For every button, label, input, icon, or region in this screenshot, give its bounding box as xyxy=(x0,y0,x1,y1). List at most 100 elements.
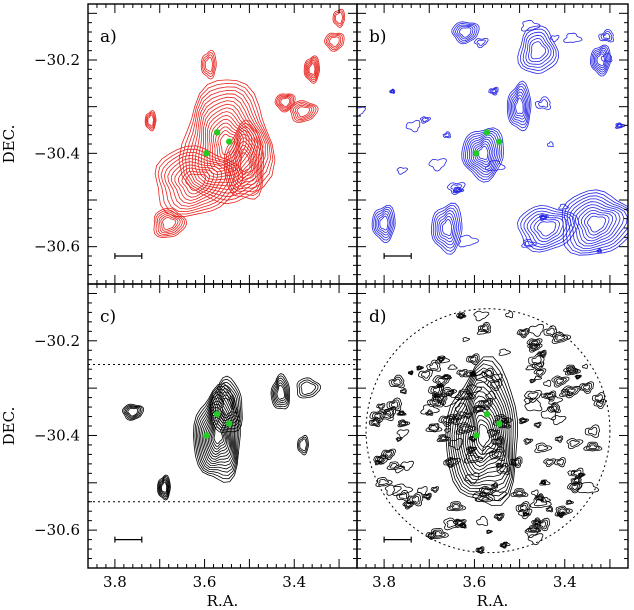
contour-2-1-4 xyxy=(216,388,238,424)
noise-contour-3-73-0 xyxy=(551,414,567,426)
x-axis-label: R.A. xyxy=(207,592,239,610)
noise-contour-3-141-0 xyxy=(435,355,450,364)
noise-contour-3-154-1 xyxy=(433,393,438,398)
noise-contour-3-37-1 xyxy=(569,483,581,492)
noise-contour-3-165-1 xyxy=(421,371,431,379)
noise-contour-3-168-2 xyxy=(530,340,539,346)
panel-frame xyxy=(356,3,629,285)
noise-contour-3-175-0 xyxy=(456,312,465,320)
noise-contour-3-98-0 xyxy=(583,441,603,452)
contour-1-5-2 xyxy=(374,208,393,239)
noise-contour-1-19-1 xyxy=(597,249,602,253)
contour-1-7-1 xyxy=(591,46,610,75)
y-tick-label: −30.4 xyxy=(34,144,80,162)
green-marker-1 xyxy=(213,410,221,418)
contour-0-4-5 xyxy=(308,63,316,75)
noise-contour-3-179-1 xyxy=(512,489,527,497)
noise-contour-3-26-2 xyxy=(411,496,420,503)
contour-0-6-2 xyxy=(292,103,315,121)
noise-contour-3-118-1 xyxy=(487,530,492,534)
noise-contour-3-106-1 xyxy=(398,420,409,427)
noise-contour-3-160-0 xyxy=(565,499,574,505)
noise-contour-3-136-0 xyxy=(487,378,503,392)
noise-contour-3-161-2 xyxy=(482,401,490,407)
panel-b-contours xyxy=(357,19,628,256)
contour-0-2-1 xyxy=(157,148,240,215)
y-tick-label: −30.2 xyxy=(34,51,80,69)
contour-3-0-4 xyxy=(453,371,511,487)
noise-contour-3-164-1 xyxy=(440,415,453,426)
noise-contour-3-102-1 xyxy=(447,458,458,466)
noise-contour-3-77-0 xyxy=(496,462,511,475)
noise-contour-3-15-0 xyxy=(543,379,552,387)
contour-1-7-3 xyxy=(594,49,608,71)
noise-contour-3-90-1 xyxy=(535,369,544,376)
noise-contour-3-79-2 xyxy=(432,386,441,394)
green-marker-1 xyxy=(213,129,221,136)
contour-0-1-8 xyxy=(237,148,252,176)
noise-contour-3-101-0 xyxy=(375,476,393,487)
noise-contour-3-65-2 xyxy=(558,508,568,514)
noise-contour-3-79-1 xyxy=(430,385,443,396)
noise-contour-3-111-1 xyxy=(443,388,454,395)
contour-1-0-0 xyxy=(461,127,504,183)
noise-contour-3-149-0 xyxy=(534,493,545,502)
noise-contour-3-177-0 xyxy=(582,363,589,369)
contour-0-1-1 xyxy=(225,122,263,196)
noise-contour-3-148-0 xyxy=(531,361,545,372)
contour-0-0-0 xyxy=(178,79,276,205)
noise-contour-3-83-1 xyxy=(491,448,504,460)
contour-0-7-0 xyxy=(144,110,157,132)
noise-contour-3-26-1 xyxy=(409,494,422,505)
noise-contour-1-11-1 xyxy=(421,117,429,123)
contour-2-1-2 xyxy=(213,381,241,429)
noise-contour-3-52-1 xyxy=(561,390,571,396)
contour-1-6-5 xyxy=(530,41,547,60)
noise-contour-1-23-0 xyxy=(546,141,554,148)
noise-contour-3-83-0 xyxy=(489,446,506,462)
noise-contour-3-3-0 xyxy=(556,511,565,519)
noise-contour-3-55-1 xyxy=(467,446,476,453)
contour-2-0-3 xyxy=(197,391,237,473)
noise-contour-3-48-0 xyxy=(448,415,459,425)
contour-0-10-1 xyxy=(333,10,345,27)
noise-contour-3-83-2 xyxy=(494,450,502,458)
noise-contour-3-62-0 xyxy=(527,323,545,337)
contour-0-9-3 xyxy=(329,36,340,47)
contour-0-0-6 xyxy=(197,100,262,183)
contour-0-3-0 xyxy=(153,207,188,238)
noise-contour-3-137-0 xyxy=(525,525,542,533)
noise-contour-3-162-0 xyxy=(463,452,484,464)
noise-contour-3-31-0 xyxy=(396,489,410,502)
noise-contour-3-134-2 xyxy=(513,459,520,465)
noise-contour-3-21-2 xyxy=(582,384,591,391)
contour-2-0-14 xyxy=(213,426,223,445)
noise-contour-3-161-1 xyxy=(480,399,492,409)
y-axis-label: DEC. xyxy=(0,125,18,164)
contour-1-2-7 xyxy=(580,209,614,239)
contour-1-2-9 xyxy=(587,215,606,233)
green-marker-1 xyxy=(483,410,491,418)
noise-contour-1-21-1 xyxy=(616,123,624,129)
noise-contour-3-5-0 xyxy=(533,421,542,429)
noise-contour-3-84-0 xyxy=(518,508,533,520)
noise-contour-3-138-1 xyxy=(546,327,555,336)
noise-contour-3-39-1 xyxy=(484,369,492,377)
contour-2-3-2 xyxy=(158,477,170,498)
noise-contour-3-106-0 xyxy=(397,419,411,428)
noise-contour-3-114-0 xyxy=(551,375,570,388)
contour-0-0-3 xyxy=(188,89,269,194)
noise-contour-3-113-0 xyxy=(456,369,468,378)
noise-contour-1-10-1 xyxy=(489,87,498,95)
green-marker-0 xyxy=(203,150,210,157)
contour-0-5-1 xyxy=(275,94,294,112)
noise-contour-3-166-0 xyxy=(485,390,497,400)
contour-2-0-5 xyxy=(200,397,235,467)
noise-contour-3-174-1 xyxy=(396,437,402,441)
noise-contour-1-18-1 xyxy=(540,215,548,220)
noise-contour-1-6-1 xyxy=(450,184,462,193)
noise-contour-3-35-2 xyxy=(495,439,501,445)
contour-1-6-0 xyxy=(517,25,560,74)
noise-contour-3-13-0 xyxy=(466,384,482,395)
x-tick-label: 3.8 xyxy=(372,573,396,591)
